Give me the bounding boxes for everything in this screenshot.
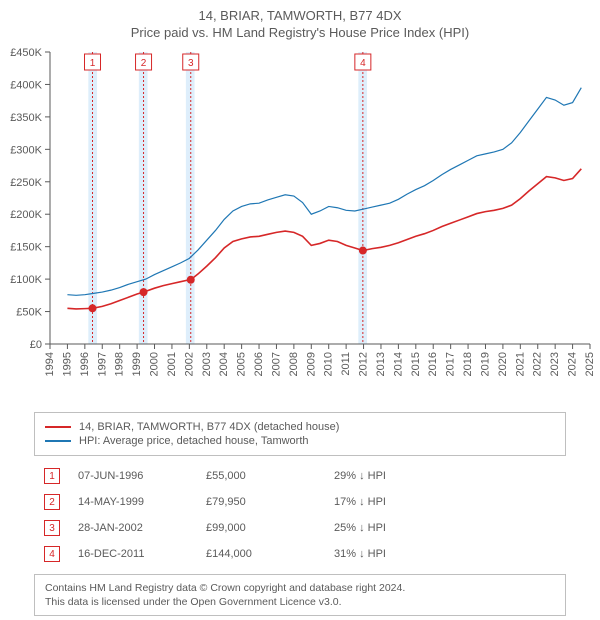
transaction-marker: 4 (36, 542, 68, 566)
chart-svg: £0 £50K £100K £150K £200K £250K £300K £350K £400… (0, 44, 600, 404)
transaction-price: £55,000 (198, 464, 324, 488)
svg-text:2008: 2008 (288, 352, 300, 376)
svg-text:£150K: £150K (10, 242, 42, 254)
svg-text:2022: 2022 (532, 352, 544, 376)
svg-text:2016: 2016 (427, 352, 439, 376)
svg-text:2011: 2011 (340, 352, 352, 376)
transaction-date: 16-DEC-2011 (70, 542, 196, 566)
svg-text:2002: 2002 (183, 352, 195, 376)
svg-text:2001: 2001 (166, 352, 178, 376)
legend-item: 14, BRIAR, TAMWORTH, B77 4DX (detached h… (45, 421, 555, 433)
svg-text:£0: £0 (30, 339, 42, 351)
svg-text:1998: 1998 (114, 352, 126, 376)
svg-text:2005: 2005 (236, 352, 248, 376)
legend-swatch (45, 426, 71, 428)
svg-text:1994: 1994 (44, 352, 56, 376)
svg-text:2000: 2000 (149, 352, 161, 376)
svg-text:£50K: £50K (16, 307, 42, 319)
svg-text:1996: 1996 (79, 352, 91, 376)
transaction-price: £79,950 (198, 490, 324, 514)
transaction-diff: 25% ↓ HPI (326, 516, 394, 540)
svg-text:1995: 1995 (61, 352, 73, 376)
transactions-table: 107-JUN-1996£55,00029% ↓ HPI214-MAY-1999… (34, 462, 396, 568)
svg-text:1997: 1997 (96, 352, 108, 376)
svg-text:£250K: £250K (10, 177, 42, 189)
svg-text:2025: 2025 (584, 352, 596, 376)
svg-text:2023: 2023 (549, 352, 561, 376)
legend-label: 14, BRIAR, TAMWORTH, B77 4DX (detached h… (79, 421, 339, 433)
svg-text:2013: 2013 (375, 352, 387, 376)
svg-text:2: 2 (141, 58, 147, 69)
title-subtitle: Price paid vs. HM Land Registry's House … (0, 25, 600, 40)
footer-attribution: Contains HM Land Registry data © Crown c… (34, 574, 566, 616)
transaction-date: 28-JAN-2002 (70, 516, 196, 540)
svg-text:2010: 2010 (323, 352, 335, 376)
svg-text:£450K: £450K (10, 47, 42, 59)
transaction-row: 214-MAY-1999£79,95017% ↓ HPI (36, 490, 394, 514)
svg-text:2009: 2009 (305, 352, 317, 376)
transaction-price: £99,000 (198, 516, 324, 540)
transaction-date: 07-JUN-1996 (70, 464, 196, 488)
svg-text:£400K: £400K (10, 79, 42, 91)
svg-text:2017: 2017 (445, 352, 457, 376)
svg-text:2024: 2024 (567, 352, 579, 376)
legend-item: HPI: Average price, detached house, Tamw… (45, 435, 555, 447)
svg-text:3: 3 (188, 58, 194, 69)
transaction-row: 416-DEC-2011£144,00031% ↓ HPI (36, 542, 394, 566)
page-container: 14, BRIAR, TAMWORTH, B77 4DX Price paid … (0, 0, 600, 620)
legend: 14, BRIAR, TAMWORTH, B77 4DX (detached h… (34, 412, 566, 456)
svg-text:£300K: £300K (10, 144, 42, 156)
transaction-date: 14-MAY-1999 (70, 490, 196, 514)
svg-text:£350K: £350K (10, 112, 42, 124)
svg-text:2018: 2018 (462, 352, 474, 376)
transaction-marker: 1 (36, 464, 68, 488)
titles: 14, BRIAR, TAMWORTH, B77 4DX Price paid … (0, 0, 600, 40)
transaction-diff: 31% ↓ HPI (326, 542, 394, 566)
svg-text:2012: 2012 (358, 352, 370, 376)
svg-text:2020: 2020 (497, 352, 509, 376)
footer-line: Contains HM Land Registry data © Crown c… (45, 581, 555, 595)
svg-text:2003: 2003 (201, 352, 213, 376)
title-address: 14, BRIAR, TAMWORTH, B77 4DX (0, 8, 600, 23)
transaction-price: £144,000 (198, 542, 324, 566)
svg-text:2021: 2021 (514, 352, 526, 376)
svg-text:4: 4 (360, 58, 366, 69)
svg-text:2014: 2014 (392, 352, 404, 376)
svg-text:2019: 2019 (479, 352, 491, 376)
svg-text:2015: 2015 (410, 352, 422, 376)
svg-text:£100K: £100K (10, 274, 42, 286)
svg-text:1999: 1999 (131, 352, 143, 376)
svg-text:2006: 2006 (253, 352, 265, 376)
footer-line: This data is licensed under the Open Gov… (45, 595, 555, 609)
transaction-diff: 29% ↓ HPI (326, 464, 394, 488)
transaction-diff: 17% ↓ HPI (326, 490, 394, 514)
svg-text:£200K: £200K (10, 209, 42, 221)
legend-swatch (45, 440, 71, 442)
svg-text:1: 1 (90, 58, 96, 69)
transaction-marker: 3 (36, 516, 68, 540)
svg-text:2004: 2004 (218, 352, 230, 376)
transaction-row: 107-JUN-1996£55,00029% ↓ HPI (36, 464, 394, 488)
transaction-row: 328-JAN-2002£99,00025% ↓ HPI (36, 516, 394, 540)
svg-text:2007: 2007 (270, 352, 282, 376)
transaction-marker: 2 (36, 490, 68, 514)
chart: £0 £50K £100K £150K £200K £250K £300K £350K £400… (0, 44, 600, 404)
legend-label: HPI: Average price, detached house, Tamw… (79, 435, 309, 447)
